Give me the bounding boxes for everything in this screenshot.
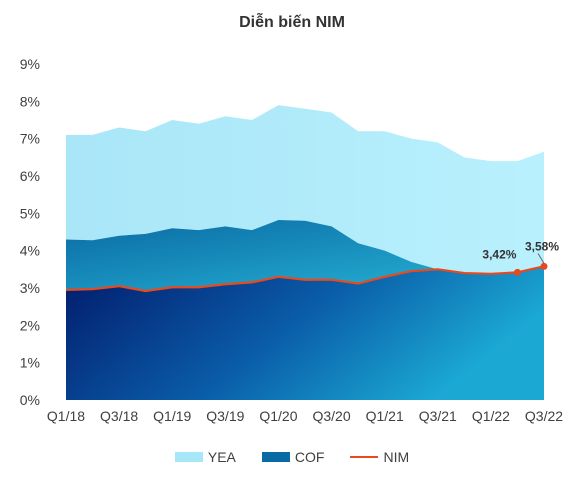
y-tick-label: 4% [20, 243, 40, 259]
legend-item-yea: YEA [174, 449, 236, 465]
data-label: 3,42% [482, 247, 516, 261]
chart-plot: 0% 1% 2% 3% 4% 5% 6% 7% 8% 9% Q1/18 Q3/18 Q1/19 Q3/1… [20, 56, 564, 424]
x-tick-label: Q1/18 [47, 408, 85, 424]
x-tick-label: Q1/19 [153, 408, 191, 424]
legend-label-nim: NIM [383, 449, 410, 465]
y-tick-label: 8% [20, 93, 40, 109]
y-tick-label: 0% [20, 392, 40, 408]
line-nim [65, 265, 545, 293]
legend-item-cof: COF [261, 449, 325, 465]
chart-legend: YEA COF NIM [0, 449, 584, 465]
y-tick-label: 5% [20, 205, 40, 221]
x-tick-label: Q1/21 [366, 408, 404, 424]
x-tick-label: Q1/20 [259, 408, 297, 424]
y-tick-label: 2% [20, 317, 40, 333]
legend-item-nim: NIM [350, 449, 409, 465]
y-tick-label: 6% [20, 168, 40, 184]
area-yea [66, 105, 544, 283]
nim-marker [513, 268, 521, 276]
label-leader [537, 253, 545, 264]
legend-swatch-cof [261, 452, 290, 462]
x-tick-label: Q3/21 [419, 408, 457, 424]
y-tick-label: 1% [20, 355, 40, 371]
nim-marker [540, 262, 548, 270]
data-label: 3,58% [525, 239, 559, 253]
y-tick-label: 7% [20, 131, 40, 147]
y-tick-label: 9% [20, 56, 40, 72]
legend-swatch-yea [174, 452, 203, 462]
chart-title: Diễn biến NIM [239, 14, 345, 31]
legend-label-cof: COF [294, 449, 325, 465]
y-tick-label: 3% [20, 280, 40, 296]
area-below-nim [66, 266, 544, 400]
x-tick-label: Q3/20 [312, 408, 350, 424]
legend-label-yea: YEA [207, 449, 236, 465]
x-tick-label: Q3/19 [206, 408, 244, 424]
x-tick-label: Q1/22 [472, 408, 510, 424]
legend-swatch-nim [350, 456, 379, 458]
area-cof [66, 220, 544, 291]
x-tick-label: Q3/22 [525, 408, 563, 424]
x-tick-label: Q3/18 [100, 408, 138, 424]
